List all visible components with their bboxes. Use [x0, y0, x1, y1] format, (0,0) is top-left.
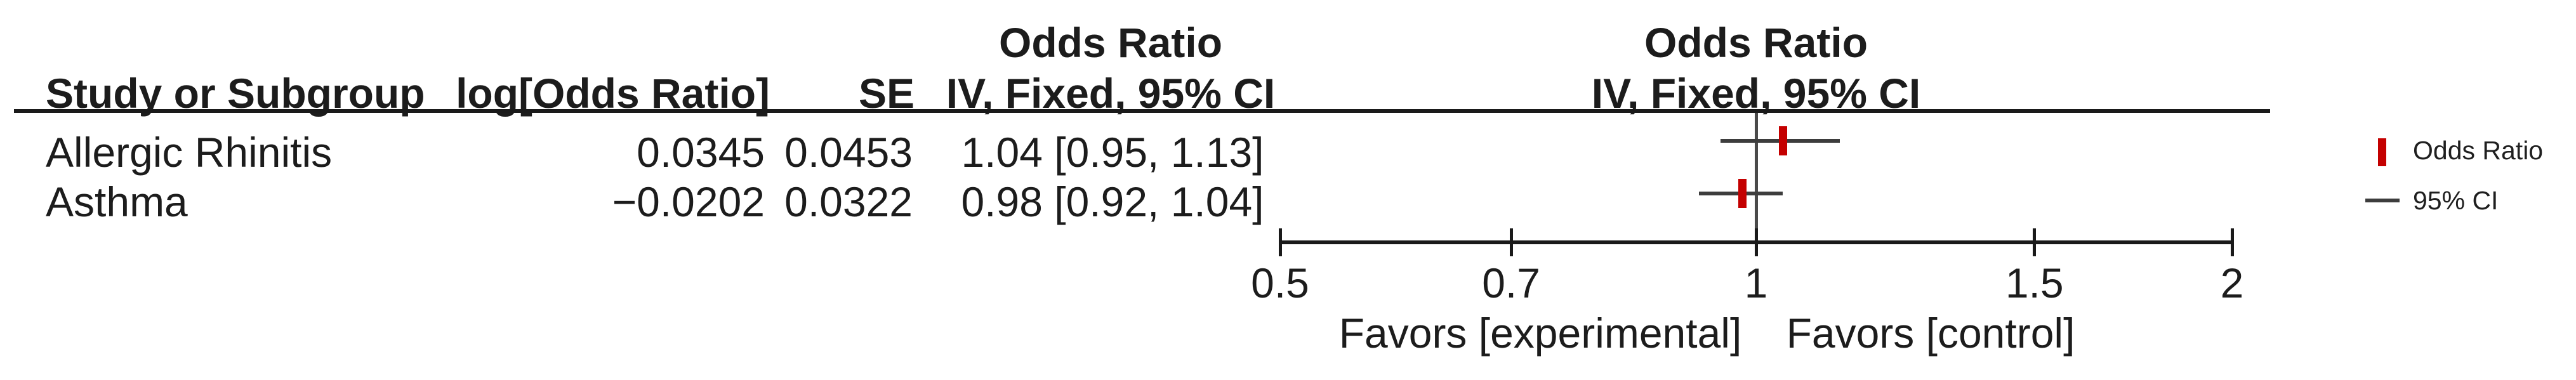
table-row-ci-text: 0.98 [0.92, 1.04]: [961, 178, 1264, 225]
axis-tick-label: 1.5: [2005, 259, 2064, 306]
table-row-se: 0.0453: [784, 129, 913, 176]
header-odds-ratio-column: Odds Ratio: [998, 19, 1223, 66]
header-rule: [14, 109, 2270, 113]
table-row-se: 0.0322: [784, 178, 913, 225]
header-se: SE: [858, 70, 915, 117]
axis-tick: [2033, 228, 2037, 256]
axis-tick-label: 2: [2220, 259, 2244, 306]
no-effect-line: [1754, 113, 1758, 256]
table-row-ci-text: 1.04 [0.95, 1.13]: [961, 129, 1264, 176]
header-odds-ratio-plot: Odds Ratio: [1644, 19, 1868, 66]
table-row-study: Asthma: [46, 178, 188, 225]
legend-ci-line-icon: [2365, 199, 2400, 202]
header-iv-fixed-ci-plot: IV, Fixed, 95% CI: [1591, 70, 1921, 117]
axis-tick-label: 0.7: [1482, 259, 1540, 306]
table-row-log-or: 0.0345: [637, 129, 765, 176]
odds-ratio-marker: [1738, 179, 1747, 208]
table-row-study: Allergic Rhinitis: [46, 129, 333, 176]
odds-ratio-marker: [1778, 126, 1787, 155]
axis-tick: [1278, 228, 1282, 256]
axis-tick-label: 0.5: [1251, 259, 1309, 306]
axis-tick: [1754, 228, 1758, 256]
table-row-log-or: −0.0202: [612, 178, 765, 225]
header-study-or-subgroup: Study or Subgroup: [46, 70, 425, 117]
legend-ci-label: 95% CI: [2413, 186, 2499, 215]
header-log-odds-ratio: log[Odds Ratio]: [456, 70, 770, 117]
header-iv-fixed-ci-column: IV, Fixed, 95% CI: [946, 70, 1276, 117]
legend-odds-ratio-label: Odds Ratio: [2413, 136, 2544, 165]
favors-control-label: Favors [control]: [1786, 310, 2075, 357]
favors-experimental-label: Favors [experimental]: [1338, 310, 1742, 357]
legend-odds-ratio-marker-icon: [2378, 138, 2386, 166]
axis-tick: [2230, 228, 2234, 256]
axis-tick: [1509, 228, 1513, 256]
axis-tick-label: 1: [1744, 259, 1768, 306]
